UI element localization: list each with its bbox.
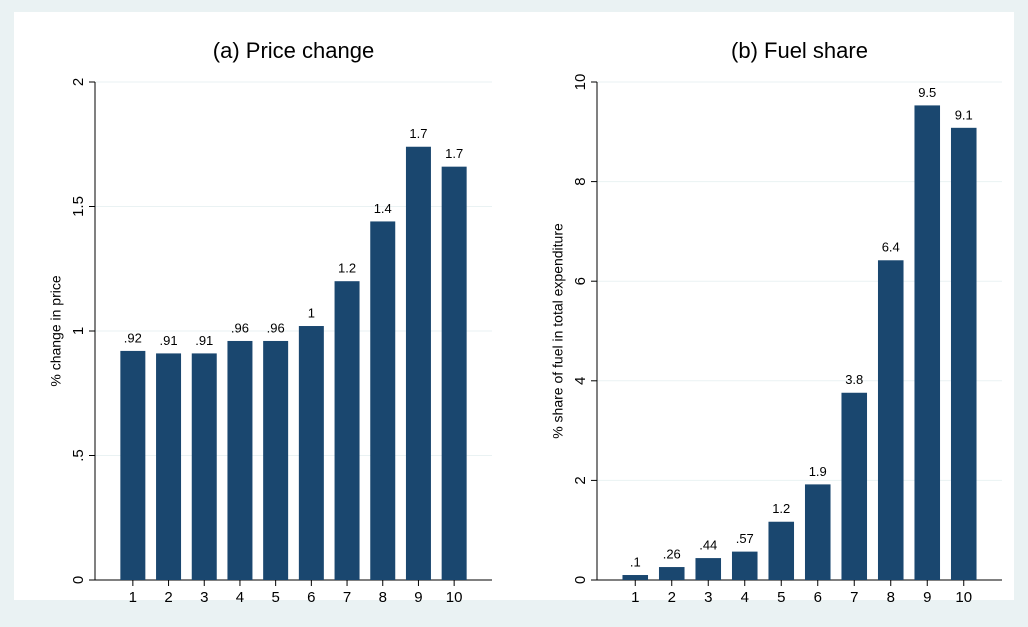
y-tick-label: 10 bbox=[572, 74, 589, 91]
value-label: .96 bbox=[267, 320, 285, 335]
bar bbox=[731, 551, 758, 580]
x-tick-label: 1 bbox=[129, 589, 137, 606]
chart-title: (a) Price change bbox=[213, 38, 374, 63]
x-tick-label: 8 bbox=[379, 589, 387, 606]
bar bbox=[622, 575, 649, 580]
bar bbox=[877, 260, 904, 580]
y-tick-label: 8 bbox=[572, 177, 589, 185]
value-label: .92 bbox=[124, 330, 142, 345]
y-tick-label: 0 bbox=[70, 576, 87, 584]
y-axis-label: % change in price bbox=[48, 275, 64, 387]
value-label: .57 bbox=[736, 531, 754, 546]
y-axis-label: % share of fuel in total expenditure bbox=[550, 223, 566, 439]
y-tick-label: 4 bbox=[572, 377, 589, 385]
bar bbox=[191, 353, 217, 580]
bar bbox=[334, 281, 360, 580]
bar bbox=[658, 567, 685, 580]
x-tick-label: 5 bbox=[271, 589, 279, 606]
value-label: 3.8 bbox=[845, 372, 863, 387]
x-tick-label: 8 bbox=[887, 589, 895, 606]
bar bbox=[370, 221, 396, 580]
x-tick-label: 4 bbox=[236, 589, 244, 606]
bar bbox=[914, 105, 941, 580]
bar bbox=[804, 484, 831, 580]
value-label: .91 bbox=[160, 333, 178, 348]
value-label: 1.9 bbox=[809, 464, 827, 479]
bar bbox=[405, 146, 431, 581]
x-tick-label: 2 bbox=[164, 589, 172, 606]
value-label: .96 bbox=[231, 320, 249, 335]
x-tick-label: 5 bbox=[777, 589, 785, 606]
value-label: .1 bbox=[630, 554, 641, 569]
value-label: 6.4 bbox=[882, 240, 900, 255]
y-tick-label: 1 bbox=[70, 327, 87, 335]
x-tick-label: 7 bbox=[343, 589, 351, 606]
x-tick-label: 1 bbox=[631, 589, 639, 606]
x-tick-label: 10 bbox=[955, 589, 972, 606]
bar bbox=[768, 521, 795, 580]
x-tick-label: 4 bbox=[741, 589, 749, 606]
bar bbox=[441, 166, 467, 580]
y-tick-label: .5 bbox=[70, 449, 87, 462]
value-label: 1 bbox=[308, 305, 315, 320]
chart-title: (b) Fuel share bbox=[731, 38, 868, 63]
x-tick-label: 9 bbox=[414, 589, 422, 606]
value-label: 1.7 bbox=[409, 126, 427, 141]
x-tick-label: 6 bbox=[814, 589, 822, 606]
x-tick-label: 3 bbox=[704, 589, 712, 606]
x-tick-label: 10 bbox=[446, 589, 463, 606]
value-label: 1.7 bbox=[445, 146, 463, 161]
value-label: .26 bbox=[663, 546, 681, 561]
bar bbox=[120, 350, 146, 580]
y-tick-label: 2 bbox=[572, 476, 589, 484]
value-label: 1.4 bbox=[374, 201, 392, 216]
bar bbox=[156, 353, 182, 580]
x-tick-label: 2 bbox=[668, 589, 676, 606]
y-tick-label: 1.5 bbox=[70, 196, 87, 217]
value-label: 1.2 bbox=[338, 261, 356, 276]
bar bbox=[263, 340, 289, 580]
bar bbox=[695, 558, 722, 580]
bar bbox=[841, 392, 868, 580]
bar bbox=[950, 127, 977, 580]
value-label: 9.5 bbox=[918, 85, 936, 100]
value-label: 9.1 bbox=[955, 107, 973, 122]
x-tick-label: 3 bbox=[200, 589, 208, 606]
x-tick-label: 6 bbox=[307, 589, 315, 606]
x-tick-label: 9 bbox=[923, 589, 931, 606]
x-tick-label: 7 bbox=[850, 589, 858, 606]
y-tick-label: 2 bbox=[70, 78, 87, 86]
y-tick-label: 6 bbox=[572, 277, 589, 285]
value-label: .91 bbox=[195, 333, 213, 348]
value-label: 1.2 bbox=[772, 501, 790, 516]
value-label: .44 bbox=[699, 538, 717, 553]
y-tick-label: 0 bbox=[572, 576, 589, 584]
bar bbox=[298, 326, 324, 580]
bar bbox=[227, 340, 253, 580]
